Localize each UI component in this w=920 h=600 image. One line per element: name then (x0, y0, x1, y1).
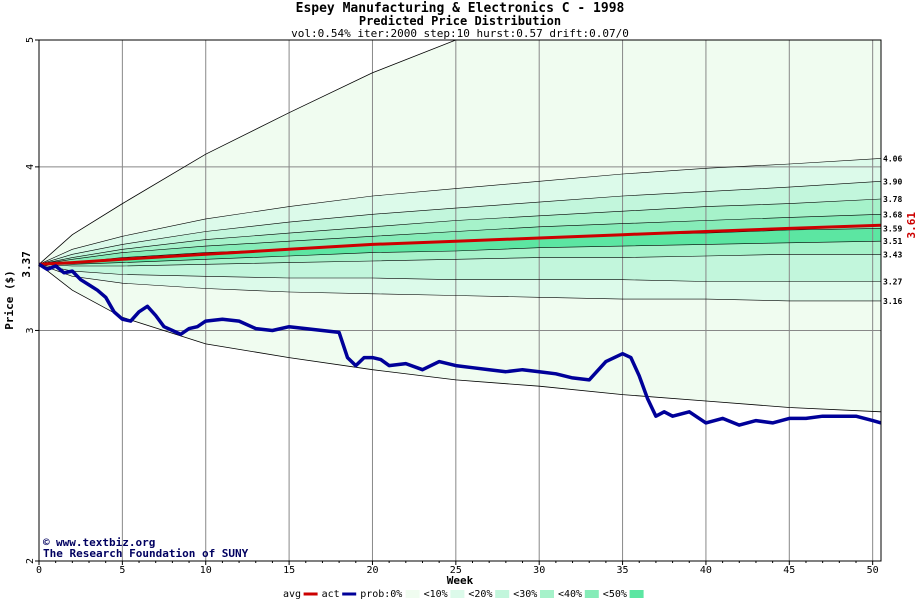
legend-swatch (584, 590, 599, 598)
legend-label: act (322, 589, 340, 600)
chart-params: vol:0.54% iter:2000 step:10 hurst:0.57 d… (291, 27, 629, 40)
band-line (38, 181, 882, 265)
y-tick-label: 2 (25, 558, 36, 564)
band-line (38, 264, 881, 282)
band-value-label: 3.51 (883, 237, 902, 246)
x-tick-label: 10 (200, 565, 212, 576)
band-value-label: 3.16 (883, 297, 902, 306)
y-tick-label: 5 (25, 37, 36, 43)
legend-label: <50% (603, 589, 627, 600)
legend-swatch (405, 590, 420, 598)
legend-swatch (450, 590, 465, 598)
start-price-label: 3.37 (20, 251, 33, 278)
x-tick-label: 40 (700, 565, 712, 576)
act-series-line (38, 262, 882, 427)
x-tick-label: 25 (450, 565, 462, 576)
legend-label: <10% (424, 589, 448, 600)
x-tick-label: 35 (617, 565, 629, 576)
band-value-label: 3.68 (883, 210, 902, 219)
x-axis-label: Week (447, 574, 474, 587)
legend: avg act prob:0% <10% <20% <30% <40% <50% (283, 589, 644, 600)
band-value-label: 3.59 (883, 224, 902, 233)
y-tick-label: 4 (25, 164, 36, 170)
chart-title: Espey Manufacturing & Electronics C - 19… (296, 1, 625, 16)
y-axis-label: Price ($) (3, 270, 16, 330)
x-tick-label: 0 (36, 565, 42, 576)
end-price-label: 3.61 (905, 212, 918, 239)
legend-label: <30% (513, 589, 537, 600)
avg-series-line (38, 223, 882, 266)
band-line (38, 158, 882, 265)
x-tick-label: 15 (283, 565, 295, 576)
x-tick-label: 5 (119, 565, 125, 576)
legend-label: prob:0% (360, 589, 402, 600)
band-line (39, 240, 882, 265)
legend-swatch (495, 590, 510, 598)
legend-swatch (540, 590, 554, 598)
band-area-5 (39, 228, 881, 265)
legend-label: avg (283, 589, 301, 600)
band-line (38, 254, 881, 267)
legend-swatch (629, 590, 644, 598)
band-line (38, 264, 881, 302)
band-value-label: 3.90 (883, 177, 902, 186)
x-tick-label: 20 (366, 565, 378, 576)
chart-subtitle: Predicted Price Distribution (359, 14, 561, 28)
chart-titles: Espey Manufacturing & Electronics C - 19… (291, 1, 629, 40)
band-value-label: 4.06 (883, 154, 902, 163)
band-line (38, 198, 882, 265)
series-lines (38, 223, 882, 427)
credit-url: www.textbiz.org (56, 536, 155, 549)
x-tick-label: 50 (867, 565, 879, 576)
band-line (38, 214, 882, 265)
band-value-label: 3.78 (883, 195, 902, 204)
band-value-label: 3.27 (883, 277, 902, 286)
plot-frame (38, 39, 882, 562)
legend-label: <40% (558, 589, 582, 600)
copyright-symbol: © (43, 536, 50, 549)
y-tick-label: 3 (25, 327, 36, 333)
x-tick-label: 45 (783, 565, 795, 576)
credits: © www.textbiz.org The Research Foundatio… (43, 536, 249, 560)
band-value-label: 3.43 (883, 250, 902, 259)
legend-label: <20% (468, 589, 492, 600)
credit-org: The Research Foundation of SUNY (43, 547, 249, 560)
band-value-labels: 4.06 3.90 3.78 3.68 3.59 3.51 3.43 3.27 3.16 (883, 154, 902, 305)
x-tick-label: 30 (533, 565, 545, 576)
